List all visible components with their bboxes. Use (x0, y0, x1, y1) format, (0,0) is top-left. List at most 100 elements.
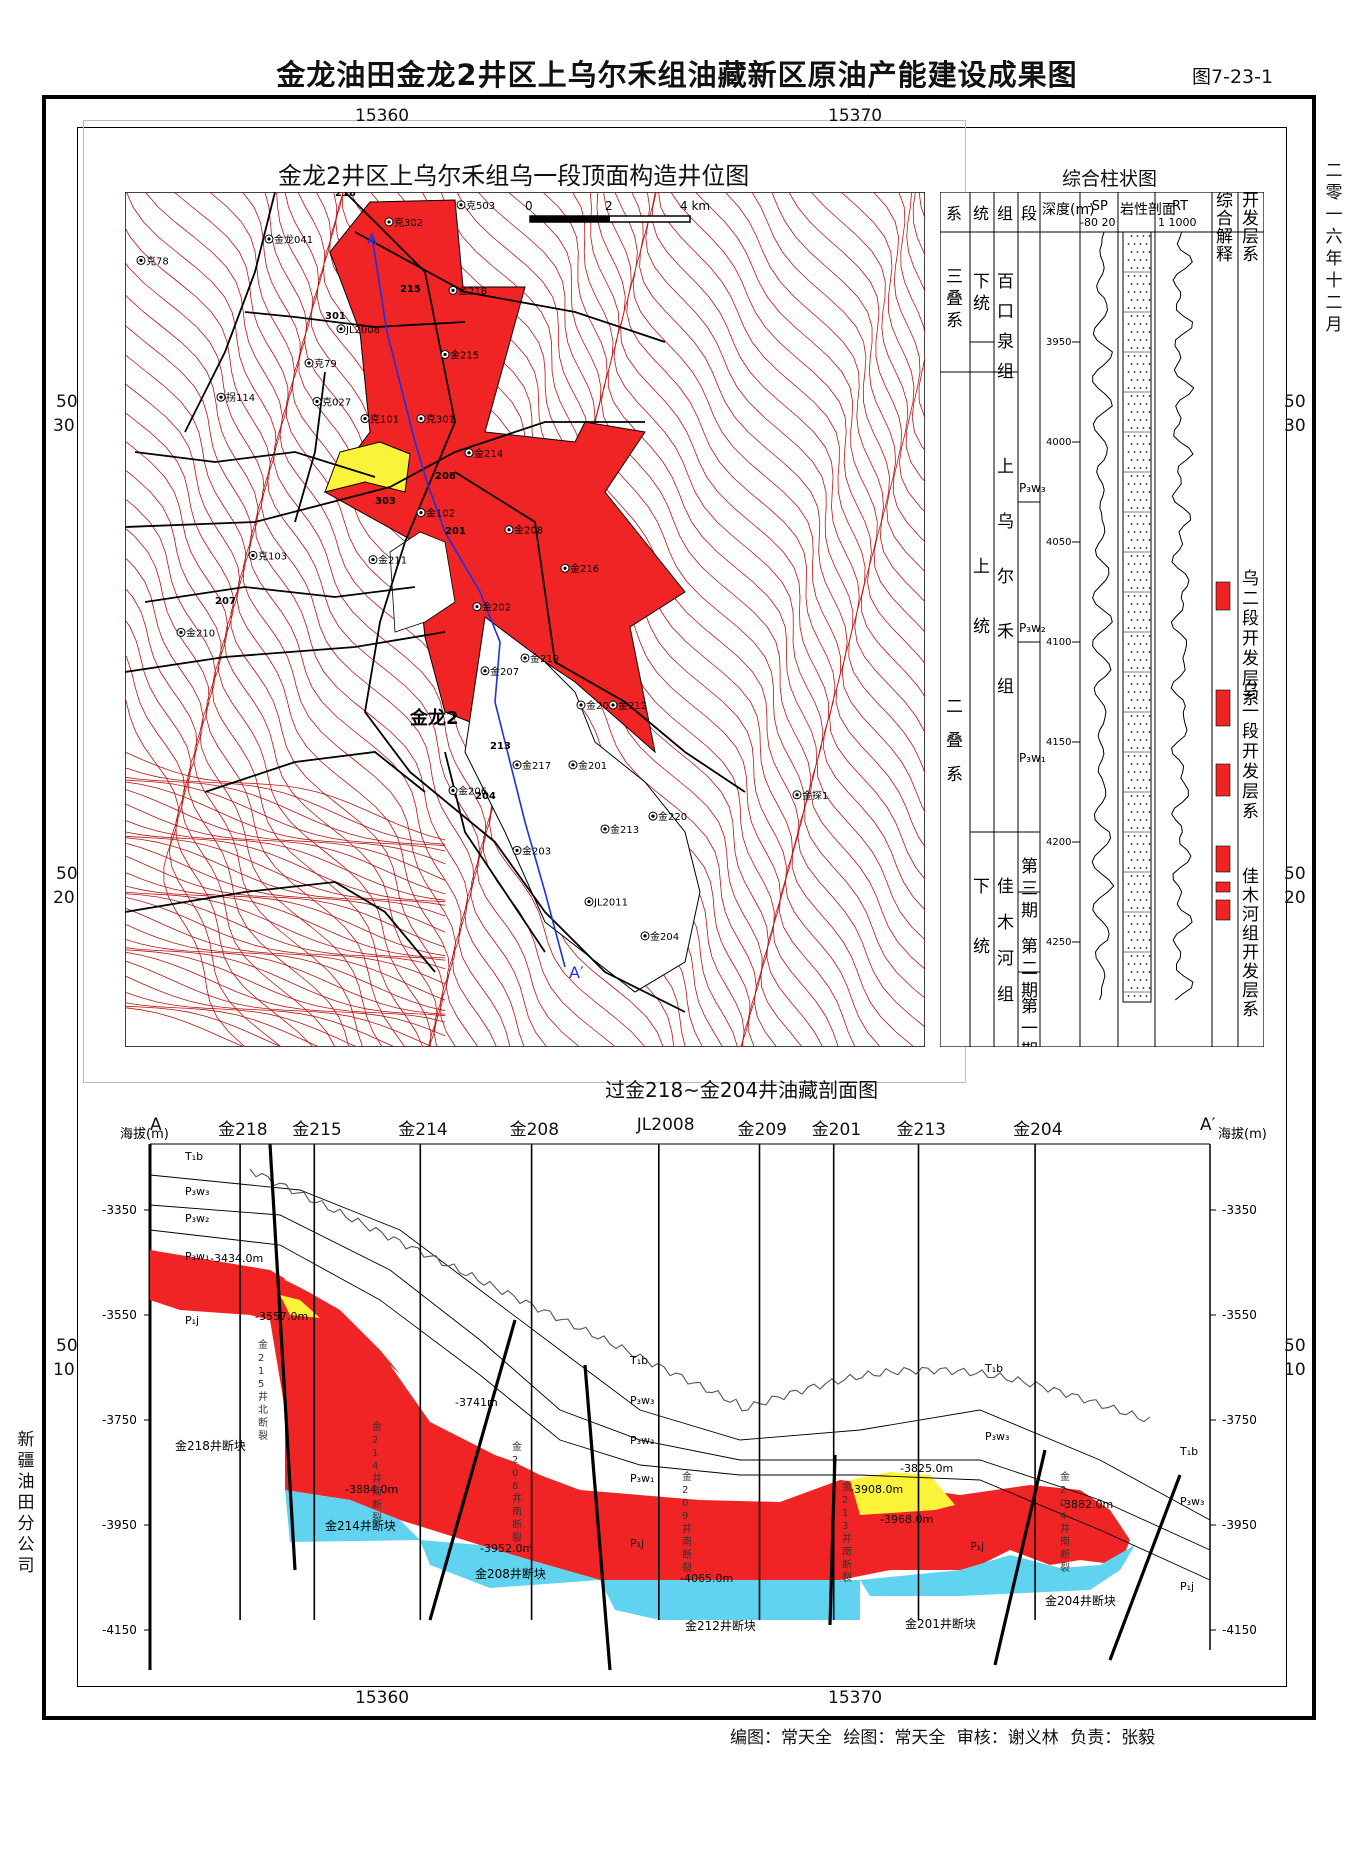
section-well-name: 金208 (509, 1120, 560, 1140)
well-marker[interactable]: 克503 (456, 200, 495, 212)
well-label: 金探1 (802, 789, 828, 802)
well-marker[interactable]: 金龙041 (264, 233, 313, 246)
sp-scale: -80 20 (1080, 216, 1115, 229)
svg-text:系: 系 (1242, 1000, 1259, 1020)
contour-line (125, 324, 450, 1047)
well-marker[interactable]: 克302 (384, 217, 423, 229)
well-label: 金206 (458, 785, 487, 798)
svg-text:组: 组 (997, 677, 1014, 697)
well-marker[interactable]: 金213 (600, 823, 639, 836)
elev-tick-right: -3950 (1222, 1518, 1257, 1532)
well-label: 金220 (658, 810, 687, 823)
svg-text:裂: 裂 (842, 1571, 852, 1584)
unmapped-window (464, 616, 701, 993)
contour-line (125, 779, 446, 852)
outer-frame (42, 95, 1316, 1720)
well-marker[interactable]: 金203 (512, 844, 551, 857)
well-marker[interactable]: 金201 (568, 759, 607, 772)
well-marker[interactable]: 金204 (640, 930, 679, 943)
layer-label: P₃w₃ (985, 1430, 1009, 1443)
well-marker[interactable]: 金210 (176, 626, 215, 639)
svg-text:河: 河 (1242, 905, 1259, 925)
svg-text:一: 一 (1021, 1019, 1038, 1039)
contour-line (639, 192, 925, 848)
svg-text:百: 百 (997, 272, 1014, 292)
strata-lines (149, 1174, 1211, 1581)
well-label: 金102 (426, 507, 455, 520)
well-marker[interactable]: 金216 (560, 562, 599, 575)
svg-text:组: 组 (1242, 924, 1259, 944)
layer-label: P₃w₃ (630, 1394, 654, 1407)
column-header-member: 段 (1021, 204, 1037, 223)
contour-line (751, 192, 925, 603)
grid-left-y-major-1: 50 (56, 392, 78, 412)
contour-line (125, 527, 363, 1047)
contour-line (125, 751, 446, 841)
unconformity-wavy-line (249, 1168, 1151, 1423)
svg-text:1: 1 (258, 1366, 264, 1377)
well-marker[interactable]: 金209 (576, 699, 615, 712)
svg-text:第: 第 (1021, 997, 1038, 1017)
layer-label: T₁b (184, 1150, 203, 1163)
well-marker[interactable]: 金208 (504, 524, 543, 537)
well-marker[interactable]: 克301 (416, 414, 455, 426)
well-marker[interactable]: 金102 (416, 507, 455, 520)
well-marker[interactable]: 金探1 (792, 789, 828, 802)
well-marker[interactable]: 金212 (608, 699, 647, 712)
svg-text:期: 期 (1021, 1041, 1038, 1047)
svg-text:佳: 佳 (997, 877, 1014, 897)
well-marker[interactable]: 金207 (480, 665, 519, 678)
svg-text:8: 8 (512, 1481, 518, 1492)
elev-tick-left: -3550 (102, 1308, 137, 1322)
contour-line (477, 192, 856, 1047)
svg-text:段: 段 (1242, 722, 1259, 742)
svg-text:断: 断 (258, 1416, 268, 1429)
well-marker[interactable]: 克103 (248, 550, 287, 562)
contour-line (596, 192, 925, 970)
fault-label: 303 (375, 496, 396, 507)
contour-line (125, 803, 446, 895)
well-marker[interactable]: JL2011 (584, 897, 628, 909)
contour-line (125, 498, 383, 1047)
svg-text:木: 木 (1242, 886, 1259, 906)
section-well-name: 金204 (1013, 1120, 1063, 1140)
well-marker[interactable]: 金217 (512, 759, 551, 772)
well-marker[interactable]: 克027 (312, 396, 351, 408)
well-marker[interactable]: 金218 (448, 284, 487, 297)
elev-tick-left: -3350 (102, 1203, 137, 1217)
svg-text:综: 综 (1216, 192, 1233, 211)
well-marker[interactable]: 克79 (304, 358, 337, 370)
svg-text:释: 释 (1216, 245, 1233, 265)
field-label: 金龙2 (409, 707, 459, 729)
well-marker[interactable]: 金220 (648, 810, 687, 823)
well-marker[interactable]: 金215 (440, 348, 479, 361)
contour-line (125, 947, 446, 1017)
contour-line (173, 192, 548, 1047)
svg-text:裂: 裂 (512, 1531, 522, 1544)
well-marker[interactable]: 金206 (448, 785, 487, 798)
well-marker[interactable]: 拐114 (216, 391, 255, 404)
contour-line (125, 353, 444, 1047)
contour-line (125, 949, 446, 1023)
svg-text:1: 1 (842, 1508, 848, 1519)
well-marker[interactable]: 克101 (360, 414, 399, 426)
svg-text:井: 井 (372, 1472, 382, 1485)
well-marker[interactable]: 金202 (472, 601, 511, 614)
well-marker[interactable]: JL2008 (336, 324, 380, 336)
well-marker[interactable]: 金214 (464, 447, 503, 460)
section-well-name: JL2008 (636, 1115, 695, 1135)
section-gas-cap (280, 1295, 955, 1515)
depth-tick-label: 3950 (1046, 337, 1071, 348)
member-label: P₃w₂ (1019, 621, 1046, 635)
well-marker[interactable]: 金219 (520, 652, 559, 665)
svg-text:金: 金 (372, 1420, 382, 1433)
well-label: 克101 (370, 414, 399, 426)
well-marker[interactable]: 金211 (368, 554, 407, 567)
well-label: JL2008 (345, 325, 380, 336)
svg-text:断: 断 (842, 1558, 852, 1571)
svg-text:乌: 乌 (997, 512, 1014, 532)
depth-tick-label: 4050 (1046, 537, 1071, 548)
well-marker[interactable]: 克78 (136, 255, 169, 267)
